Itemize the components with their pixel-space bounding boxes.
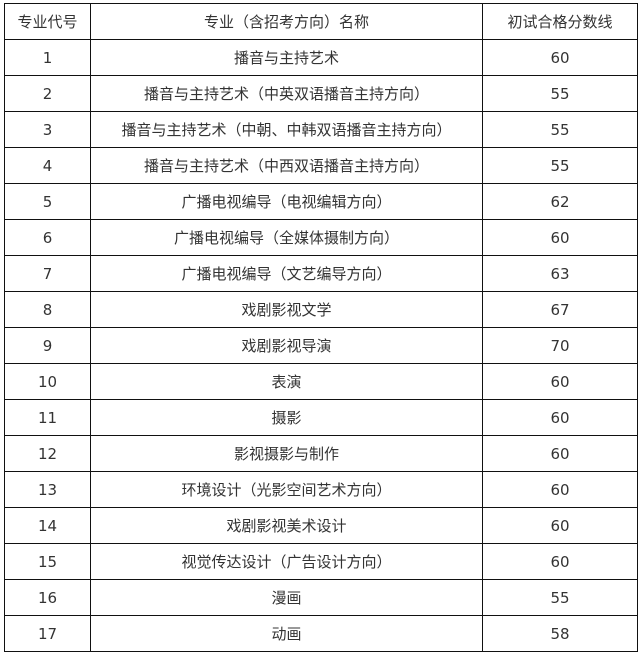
- table-row: 15 视觉传达设计（广告设计方向） 60: [4, 543, 638, 580]
- table-row: 7 广播电视编导（文艺编导方向） 63: [4, 255, 638, 292]
- cell-major: 漫画: [90, 579, 483, 616]
- cell-score: 70: [482, 327, 638, 364]
- cell-code: 6: [4, 219, 91, 256]
- header-code: 专业代号: [4, 3, 91, 40]
- cell-score: 60: [482, 543, 638, 580]
- table-row: 14 戏剧影视美术设计 60: [4, 507, 638, 544]
- cell-code: 5: [4, 183, 91, 220]
- cell-code: 17: [4, 615, 91, 652]
- table-row: 2 播音与主持艺术（中英双语播音主持方向） 55: [4, 75, 638, 112]
- table-row: 1 播音与主持艺术 60: [4, 39, 638, 76]
- cell-code: 15: [4, 543, 91, 580]
- cell-score: 63: [482, 255, 638, 292]
- cell-major: 广播电视编导（文艺编导方向）: [90, 255, 483, 292]
- cell-major: 影视摄影与制作: [90, 435, 483, 472]
- cell-major: 播音与主持艺术（中英双语播音主持方向）: [90, 75, 483, 112]
- cell-major: 摄影: [90, 399, 483, 436]
- cell-score: 58: [482, 615, 638, 652]
- cell-major: 播音与主持艺术（中朝、中韩双语播音主持方向）: [90, 111, 483, 148]
- cell-score: 60: [482, 471, 638, 508]
- table-row: 17 动画 58: [4, 615, 638, 652]
- header-row: 专业代号 专业（含招考方向）名称 初试合格分数线: [4, 3, 638, 40]
- cell-code: 8: [4, 291, 91, 328]
- table-row: 4 播音与主持艺术（中西双语播音主持方向） 55: [4, 147, 638, 184]
- cell-major: 播音与主持艺术: [90, 39, 483, 76]
- cell-code: 14: [4, 507, 91, 544]
- cell-code: 16: [4, 579, 91, 616]
- table-row: 3 播音与主持艺术（中朝、中韩双语播音主持方向） 55: [4, 111, 638, 148]
- table-row: 9 戏剧影视导演 70: [4, 327, 638, 364]
- cell-score: 60: [482, 507, 638, 544]
- cell-score: 62: [482, 183, 638, 220]
- cell-code: 10: [4, 363, 91, 400]
- cell-score: 67: [482, 291, 638, 328]
- cell-code: 12: [4, 435, 91, 472]
- header-major: 专业（含招考方向）名称: [90, 3, 483, 40]
- score-table: 专业代号 专业（含招考方向）名称 初试合格分数线 1 播音与主持艺术 60 2 播音与主…: [4, 3, 638, 652]
- table-row: 8 戏剧影视文学 67: [4, 291, 638, 328]
- table-row: 5 广播电视编导（电视编辑方向） 62: [4, 183, 638, 220]
- cell-score: 55: [482, 111, 638, 148]
- cell-score: 55: [482, 147, 638, 184]
- cell-score: 60: [482, 399, 638, 436]
- cell-major: 广播电视编导（全媒体摄制方向）: [90, 219, 483, 256]
- cell-code: 4: [4, 147, 91, 184]
- cell-score: 60: [482, 39, 638, 76]
- cell-score: 55: [482, 579, 638, 616]
- cell-major: 播音与主持艺术（中西双语播音主持方向）: [90, 147, 483, 184]
- cell-major: 视觉传达设计（广告设计方向）: [90, 543, 483, 580]
- cell-code: 9: [4, 327, 91, 364]
- cell-major: 戏剧影视导演: [90, 327, 483, 364]
- cell-code: 2: [4, 75, 91, 112]
- cell-major: 表演: [90, 363, 483, 400]
- header-score: 初试合格分数线: [482, 3, 638, 40]
- table-row: 13 环境设计（光影空间艺术方向） 60: [4, 471, 638, 508]
- cell-major: 动画: [90, 615, 483, 652]
- cell-score: 60: [482, 219, 638, 256]
- cell-code: 13: [4, 471, 91, 508]
- cell-score: 60: [482, 363, 638, 400]
- cell-code: 11: [4, 399, 91, 436]
- table-row: 6 广播电视编导（全媒体摄制方向） 60: [4, 219, 638, 256]
- cell-code: 7: [4, 255, 91, 292]
- cell-major: 广播电视编导（电视编辑方向）: [90, 183, 483, 220]
- cell-major: 戏剧影视文学: [90, 291, 483, 328]
- table-row: 16 漫画 55: [4, 579, 638, 616]
- table-row: 10 表演 60: [4, 363, 638, 400]
- cell-score: 55: [482, 75, 638, 112]
- cell-code: 1: [4, 39, 91, 76]
- table-row: 12 影视摄影与制作 60: [4, 435, 638, 472]
- cell-score: 60: [482, 435, 638, 472]
- cell-major: 环境设计（光影空间艺术方向）: [90, 471, 483, 508]
- table-row: 11 摄影 60: [4, 399, 638, 436]
- cell-code: 3: [4, 111, 91, 148]
- cell-major: 戏剧影视美术设计: [90, 507, 483, 544]
